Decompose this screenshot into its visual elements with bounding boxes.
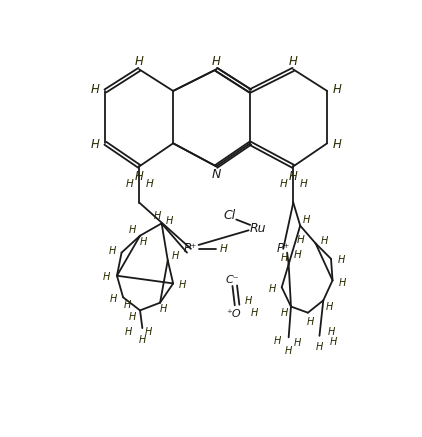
- Text: H: H: [135, 55, 144, 68]
- Text: N: N: [211, 168, 221, 180]
- Text: H: H: [321, 236, 329, 246]
- Text: H: H: [285, 346, 292, 356]
- Text: H: H: [337, 255, 345, 265]
- Text: H: H: [300, 180, 307, 190]
- Text: H: H: [125, 180, 133, 190]
- Text: H: H: [219, 244, 227, 254]
- Text: Cl: Cl: [223, 209, 235, 222]
- Text: H: H: [125, 327, 132, 337]
- Text: H: H: [339, 277, 346, 288]
- Text: H: H: [250, 308, 258, 318]
- Text: H: H: [333, 83, 341, 96]
- Text: H: H: [91, 83, 100, 96]
- Text: Ru: Ru: [249, 222, 266, 235]
- Text: H: H: [179, 280, 186, 290]
- Text: H: H: [306, 317, 314, 327]
- Text: H: H: [326, 302, 333, 312]
- Text: H: H: [296, 235, 304, 245]
- Text: H: H: [154, 211, 162, 221]
- Text: H: H: [316, 342, 323, 352]
- Text: H: H: [145, 327, 152, 337]
- Text: H: H: [165, 216, 173, 226]
- Text: H: H: [129, 225, 136, 235]
- Text: H: H: [91, 139, 100, 151]
- Text: H: H: [289, 55, 298, 68]
- Text: H: H: [103, 272, 110, 282]
- Text: H: H: [289, 170, 298, 183]
- Text: H: H: [330, 337, 337, 347]
- Text: H: H: [293, 250, 301, 260]
- Text: H: H: [281, 253, 289, 263]
- Text: H: H: [281, 308, 289, 318]
- Text: H: H: [279, 180, 287, 190]
- Text: H: H: [269, 284, 276, 294]
- Text: H: H: [333, 139, 341, 151]
- Text: H: H: [146, 180, 153, 190]
- Text: H: H: [212, 55, 221, 68]
- Text: H: H: [160, 304, 168, 314]
- Text: H: H: [108, 246, 116, 256]
- Text: P⁺: P⁺: [184, 242, 197, 255]
- Text: H: H: [123, 300, 131, 310]
- Text: H: H: [109, 294, 117, 304]
- Text: H: H: [273, 336, 281, 346]
- Text: C⁻: C⁻: [226, 274, 239, 284]
- Text: ⁺O: ⁺O: [227, 309, 241, 319]
- Text: H: H: [139, 336, 146, 345]
- Text: P⁺: P⁺: [276, 242, 290, 255]
- Text: H: H: [135, 170, 144, 183]
- Text: H: H: [294, 339, 302, 348]
- Text: H: H: [327, 327, 335, 337]
- Text: H: H: [245, 296, 252, 306]
- Text: H: H: [140, 237, 148, 247]
- Text: H: H: [172, 251, 179, 261]
- Text: H: H: [129, 312, 136, 322]
- Text: H: H: [303, 215, 310, 225]
